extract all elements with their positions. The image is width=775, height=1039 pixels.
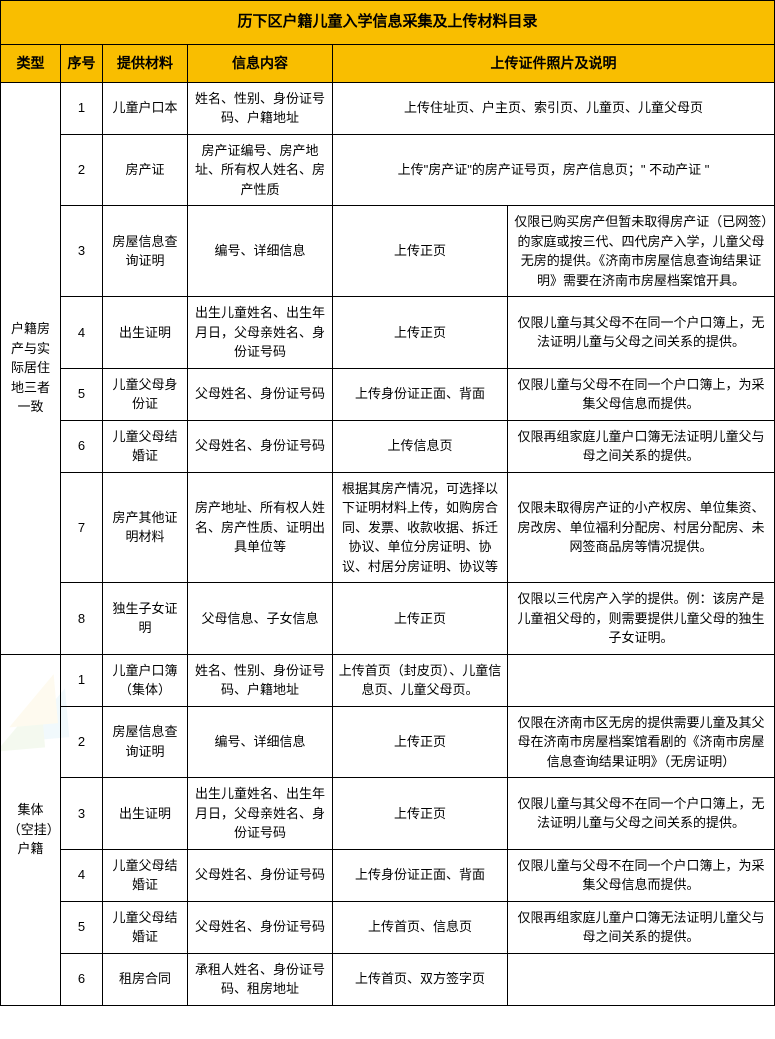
cell-upload: 上传"房产证"的房产证号页，房产信息页；" 不动产证 ": [333, 134, 775, 206]
cell-upload: 上传正页: [333, 706, 508, 778]
cell-seq: 2: [61, 706, 103, 778]
cell-material: 房产证: [103, 134, 188, 206]
cell-seq: 5: [61, 368, 103, 420]
cell-note: 仅限儿童与父母不在同一个户口簿上，为采集父母信息而提供。: [508, 368, 775, 420]
cell-seq: 6: [61, 420, 103, 472]
table-row: 4 出生证明 出生儿童姓名、出生年月日，父母亲姓名、身份证号码 上传正页 仅限儿…: [1, 297, 775, 369]
cell-seq: 7: [61, 472, 103, 583]
cell-note: 仅限在济南市区无房的提供需要儿童及其父母在济南市房屋档案馆看剧的《济南市房屋信息…: [508, 706, 775, 778]
header-type: 类型: [1, 44, 61, 82]
cell-material: 房屋信息查询证明: [103, 706, 188, 778]
cell-note: [508, 953, 775, 1005]
cell-info: 父母姓名、身份证号码: [188, 901, 333, 953]
cell-material: 儿童父母结婚证: [103, 849, 188, 901]
cell-info: 房产地址、所有权人姓名、房产性质、证明出具单位等: [188, 472, 333, 583]
header-row: 类型 序号 提供材料 信息内容 上传证件照片及说明: [1, 44, 775, 82]
cell-material: 儿童父母结婚证: [103, 420, 188, 472]
cell-upload: 上传首页（封皮页）、儿童信息页、儿童父母页。: [333, 654, 508, 706]
cell-upload: 上传身份证正面、背面: [333, 849, 508, 901]
cell-upload: 上传首页、双方签字页: [333, 953, 508, 1005]
cell-material: 出生证明: [103, 778, 188, 850]
cell-upload: 上传信息页: [333, 420, 508, 472]
cell-note: 仅限儿童与其父母不在同一个户口簿上，无法证明儿童与父母之间关系的提供。: [508, 297, 775, 369]
table-title: 历下区户籍儿童入学信息采集及上传材料目录: [1, 1, 775, 45]
cell-note: 仅限儿童与父母不在同一个户口簿上，为采集父母信息而提供。: [508, 849, 775, 901]
cell-upload: 根据其房产情况，可选择以下证明材料上传，如购房合同、发票、收款收据、拆迁协议、单…: [333, 472, 508, 583]
table-row: 8 独生子女证明 父母信息、子女信息 上传正页 仅限以三代房产入学的提供。例：该…: [1, 583, 775, 655]
table-row: 3 房屋信息查询证明 编号、详细信息 上传正页 仅限已购买房产但暂未取得房产证（…: [1, 206, 775, 297]
table-row: 集体（空挂）户籍 1 儿童户口簿（集体） 姓名、性别、身份证号码、户籍地址 上传…: [1, 654, 775, 706]
cell-info: 出生儿童姓名、出生年月日，父母亲姓名、身份证号码: [188, 778, 333, 850]
cell-seq: 3: [61, 778, 103, 850]
cell-upload: 上传住址页、户主页、索引页、儿童页、儿童父母页: [333, 82, 775, 134]
cell-note: 仅限再组家庭儿童户口簿无法证明儿童父与母之间关系的提供。: [508, 420, 775, 472]
header-material: 提供材料: [103, 44, 188, 82]
table-row: 2 房屋信息查询证明 编号、详细信息 上传正页 仅限在济南市区无房的提供需要儿童…: [1, 706, 775, 778]
cell-info: 父母姓名、身份证号码: [188, 849, 333, 901]
group1-label: 户籍房产与实际居住地三者一致: [1, 82, 61, 654]
table-row: 5 儿童父母结婚证 父母姓名、身份证号码 上传首页、信息页 仅限再组家庭儿童户口…: [1, 901, 775, 953]
cell-material: 儿童户口本: [103, 82, 188, 134]
cell-material: 房产其他证明材料: [103, 472, 188, 583]
title-row: 历下区户籍儿童入学信息采集及上传材料目录: [1, 1, 775, 45]
cell-seq: 4: [61, 297, 103, 369]
cell-note: 仅限未取得房产证的小产权房、单位集资、房改房、单位福利分配房、村居分配房、未网签…: [508, 472, 775, 583]
cell-info: 父母姓名、身份证号码: [188, 420, 333, 472]
cell-material: 独生子女证明: [103, 583, 188, 655]
cell-upload: 上传正页: [333, 778, 508, 850]
cell-info: 编号、详细信息: [188, 706, 333, 778]
table-row: 2 房产证 房产证编号、房产地址、所有权人姓名、房产性质 上传"房产证"的房产证…: [1, 134, 775, 206]
cell-seq: 5: [61, 901, 103, 953]
cell-seq: 2: [61, 134, 103, 206]
cell-info: 姓名、性别、身份证号码、户籍地址: [188, 654, 333, 706]
table-row: 7 房产其他证明材料 房产地址、所有权人姓名、房产性质、证明出具单位等 根据其房…: [1, 472, 775, 583]
cell-note: 仅限以三代房产入学的提供。例：该房产是儿童祖父母的，则需要提供儿童父母的独生子女…: [508, 583, 775, 655]
cell-seq: 8: [61, 583, 103, 655]
cell-info: 父母姓名、身份证号码: [188, 368, 333, 420]
header-seq: 序号: [61, 44, 103, 82]
cell-material: 房屋信息查询证明: [103, 206, 188, 297]
header-info: 信息内容: [188, 44, 333, 82]
cell-seq: 4: [61, 849, 103, 901]
cell-upload: 上传正页: [333, 583, 508, 655]
cell-seq: 3: [61, 206, 103, 297]
table-row: 户籍房产与实际居住地三者一致 1 儿童户口本 姓名、性别、身份证号码、户籍地址 …: [1, 82, 775, 134]
cell-upload: 上传身份证正面、背面: [333, 368, 508, 420]
group2-label: 集体（空挂）户籍: [1, 654, 61, 1005]
cell-seq: 1: [61, 654, 103, 706]
cell-note: [508, 654, 775, 706]
cell-info: 父母信息、子女信息: [188, 583, 333, 655]
cell-material: 租房合同: [103, 953, 188, 1005]
cell-info: 编号、详细信息: [188, 206, 333, 297]
table-row: 4 儿童父母结婚证 父母姓名、身份证号码 上传身份证正面、背面 仅限儿童与父母不…: [1, 849, 775, 901]
cell-material: 儿童父母结婚证: [103, 901, 188, 953]
cell-note: 仅限儿童与其父母不在同一个户口簿上，无法证明儿童与父母之间关系的提供。: [508, 778, 775, 850]
materials-table: 历下区户籍儿童入学信息采集及上传材料目录 类型 序号 提供材料 信息内容 上传证…: [0, 0, 775, 1006]
cell-info: 姓名、性别、身份证号码、户籍地址: [188, 82, 333, 134]
cell-note: 仅限再组家庭儿童户口簿无法证明儿童父与母之间关系的提供。: [508, 901, 775, 953]
table-row: 3 出生证明 出生儿童姓名、出生年月日，父母亲姓名、身份证号码 上传正页 仅限儿…: [1, 778, 775, 850]
cell-material: 儿童父母身份证: [103, 368, 188, 420]
table-row: 6 租房合同 承租人姓名、身份证号码、租房地址 上传首页、双方签字页: [1, 953, 775, 1005]
cell-upload: 上传正页: [333, 297, 508, 369]
cell-note: 仅限已购买房产但暂未取得房产证（已网签）的家庭或按三代、四代房产入学，儿童父母无…: [508, 206, 775, 297]
cell-upload: 上传正页: [333, 206, 508, 297]
header-upload: 上传证件照片及说明: [333, 44, 775, 82]
table-row: 5 儿童父母身份证 父母姓名、身份证号码 上传身份证正面、背面 仅限儿童与父母不…: [1, 368, 775, 420]
cell-material: 儿童户口簿（集体）: [103, 654, 188, 706]
cell-seq: 6: [61, 953, 103, 1005]
cell-seq: 1: [61, 82, 103, 134]
table-row: 6 儿童父母结婚证 父母姓名、身份证号码 上传信息页 仅限再组家庭儿童户口簿无法…: [1, 420, 775, 472]
cell-info: 出生儿童姓名、出生年月日，父母亲姓名、身份证号码: [188, 297, 333, 369]
cell-material: 出生证明: [103, 297, 188, 369]
cell-info: 承租人姓名、身份证号码、租房地址: [188, 953, 333, 1005]
cell-info: 房产证编号、房产地址、所有权人姓名、房产性质: [188, 134, 333, 206]
cell-upload: 上传首页、信息页: [333, 901, 508, 953]
